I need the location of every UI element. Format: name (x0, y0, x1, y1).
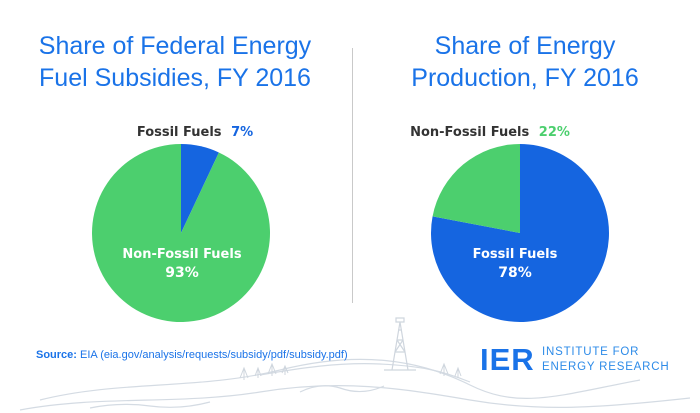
chart-title-subsidies: Share of Federal Energy Fuel Subsidies, … (0, 30, 350, 94)
chart-title-line2: Fuel Subsidies, FY 2016 (39, 64, 311, 92)
source-note: Source: EIA (eia.gov/analysis/requests/s… (36, 349, 348, 361)
chart-title-line1: Share of Energy (434, 32, 616, 60)
pie0-nonfossil-value: 93% (165, 265, 199, 281)
chart-title-line2: Production, FY 2016 (411, 64, 639, 92)
pie1-outside-label: Non-Fossil Fuels 22% (410, 125, 570, 140)
pie1-fossil-value: 78% (498, 265, 532, 281)
pie0-nonfossil-label: Non-Fossil Fuels (122, 247, 241, 262)
pie-chart-subsidies: Fossil Fuels 7% Non-Fossil Fuels 93% (92, 125, 270, 322)
chart-panel-subsidies: Share of Federal Energy Fuel Subsidies, … (0, 0, 350, 340)
logo-line2: ENERGY RESEARCH (542, 361, 670, 373)
chart-panel-production: Share of Energy Production, FY 2016 Non-… (350, 0, 700, 340)
logo-line1: INSTITUTE FOR (542, 346, 640, 358)
pie0-slice-non-fossil-fuels (92, 144, 270, 322)
trees (239, 362, 462, 380)
chart-title-production: Share of Energy Production, FY 2016 (350, 30, 700, 94)
pie1-nonfossil-label: Non-Fossil Fuels (410, 125, 529, 140)
logo-text: INSTITUTE FOR ENERGY RESEARCH (542, 345, 700, 375)
pie0-slice-fossil-fuels (181, 144, 219, 233)
hills-lines (19, 358, 691, 411)
pie0-fossil-value: 7% (231, 125, 253, 140)
oil-derrick-icon (384, 317, 416, 371)
chart-title-line1: Share of Federal Energy (38, 32, 312, 60)
panel-divider (352, 48, 353, 303)
pie1-slice-non-fossil-fuels (432, 144, 520, 233)
logo-mark: IER (480, 342, 535, 377)
landscape-illustration (19, 317, 691, 411)
pie0-fossil-label: Fossil Fuels (137, 125, 222, 140)
source-text: EIA (eia.gov/analysis/requests/subsidy/p… (80, 349, 348, 361)
pie-chart-production: Non-Fossil Fuels 22% Fossil Fuels 78% (410, 125, 609, 322)
pie0-outside-label: Fossil Fuels 7% (137, 125, 253, 140)
source-label: Source: (36, 349, 77, 361)
pie1-nonfossil-value: 22% (539, 125, 570, 140)
pie1-fossil-label: Fossil Fuels (473, 247, 558, 262)
